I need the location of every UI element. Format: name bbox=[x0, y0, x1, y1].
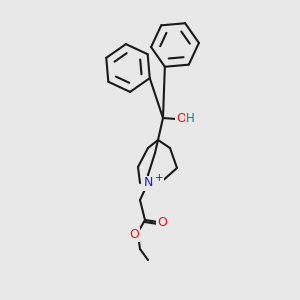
Text: +: + bbox=[155, 173, 163, 183]
Text: O: O bbox=[129, 227, 139, 241]
Text: O: O bbox=[157, 215, 167, 229]
Text: O: O bbox=[176, 112, 186, 125]
Text: H: H bbox=[186, 112, 194, 125]
Text: N: N bbox=[143, 176, 153, 190]
